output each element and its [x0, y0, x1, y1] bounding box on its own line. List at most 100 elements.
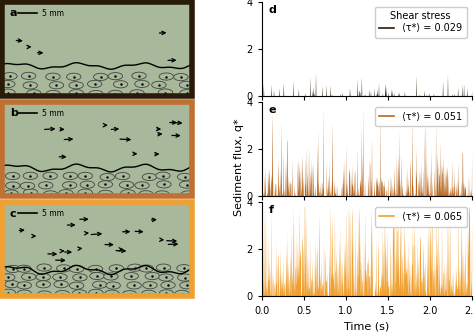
Circle shape [106, 282, 120, 289]
Text: a: a [10, 8, 18, 18]
Circle shape [178, 274, 192, 281]
Circle shape [157, 181, 171, 188]
Circle shape [158, 89, 173, 96]
Circle shape [159, 274, 173, 281]
Circle shape [17, 290, 31, 297]
Circle shape [139, 265, 154, 272]
Circle shape [132, 72, 146, 79]
Circle shape [54, 281, 68, 288]
Circle shape [63, 182, 77, 189]
Circle shape [156, 264, 171, 271]
Circle shape [59, 190, 73, 197]
Circle shape [130, 90, 144, 97]
Circle shape [92, 281, 107, 288]
Circle shape [177, 265, 191, 272]
Circle shape [4, 190, 18, 197]
Circle shape [104, 273, 118, 280]
Circle shape [135, 80, 149, 87]
Circle shape [88, 80, 102, 87]
Text: e: e [268, 105, 276, 115]
Circle shape [98, 190, 113, 197]
Circle shape [23, 82, 37, 89]
Circle shape [78, 172, 92, 180]
Circle shape [78, 189, 92, 196]
Circle shape [6, 265, 20, 273]
Circle shape [142, 290, 156, 297]
Circle shape [90, 272, 104, 279]
Circle shape [3, 72, 17, 80]
Circle shape [159, 290, 173, 297]
Circle shape [69, 89, 83, 97]
Circle shape [6, 182, 20, 189]
Text: 5 mm: 5 mm [42, 109, 64, 118]
Circle shape [139, 191, 153, 198]
Circle shape [72, 290, 87, 297]
Text: c: c [10, 209, 17, 219]
Circle shape [49, 82, 64, 89]
Circle shape [142, 174, 157, 181]
Circle shape [180, 282, 194, 289]
Circle shape [27, 90, 41, 97]
Circle shape [80, 181, 94, 188]
Text: f: f [268, 205, 273, 215]
Circle shape [175, 290, 189, 297]
Legend: ⟨τ*⟩ = 0.051: ⟨τ*⟩ = 0.051 [374, 107, 467, 126]
Circle shape [21, 72, 36, 79]
Circle shape [0, 80, 15, 88]
Circle shape [66, 73, 81, 80]
Circle shape [17, 282, 31, 289]
Circle shape [127, 282, 141, 289]
Circle shape [145, 272, 160, 280]
Circle shape [69, 282, 84, 289]
Circle shape [20, 182, 35, 190]
Circle shape [159, 73, 173, 80]
Circle shape [161, 281, 175, 289]
Circle shape [23, 189, 38, 196]
Circle shape [88, 265, 103, 272]
Circle shape [177, 173, 192, 181]
Circle shape [53, 274, 67, 281]
Circle shape [37, 291, 52, 298]
Circle shape [152, 81, 166, 88]
FancyBboxPatch shape [2, 2, 192, 96]
Legend: ⟨τ*⟩ = 0.065: ⟨τ*⟩ = 0.065 [374, 207, 467, 226]
Text: Sediment flux, q*: Sediment flux, q* [234, 119, 245, 216]
Circle shape [93, 73, 108, 80]
Text: 5 mm: 5 mm [42, 209, 64, 218]
Circle shape [155, 191, 169, 198]
Circle shape [38, 182, 53, 189]
Circle shape [5, 173, 20, 180]
FancyBboxPatch shape [2, 102, 192, 196]
Circle shape [119, 181, 134, 188]
Circle shape [70, 265, 84, 272]
Circle shape [0, 274, 15, 281]
Circle shape [46, 90, 60, 97]
Circle shape [180, 90, 194, 97]
Circle shape [0, 89, 15, 96]
Circle shape [43, 191, 58, 198]
Circle shape [56, 265, 71, 272]
FancyBboxPatch shape [2, 202, 192, 296]
Text: b: b [10, 109, 18, 119]
Circle shape [17, 265, 31, 272]
Text: 5 mm: 5 mm [42, 8, 64, 17]
Circle shape [36, 273, 50, 281]
Circle shape [115, 173, 130, 180]
Circle shape [173, 73, 188, 81]
Circle shape [89, 289, 103, 296]
Circle shape [46, 73, 60, 80]
Circle shape [63, 172, 78, 180]
Circle shape [23, 172, 37, 180]
Circle shape [109, 265, 124, 272]
Circle shape [1, 289, 16, 296]
Circle shape [5, 281, 19, 288]
Circle shape [124, 273, 138, 280]
Circle shape [108, 90, 123, 97]
Circle shape [135, 182, 149, 189]
Circle shape [113, 81, 128, 88]
Circle shape [180, 181, 194, 188]
Circle shape [37, 264, 51, 271]
Circle shape [143, 282, 157, 289]
Circle shape [156, 172, 170, 179]
Circle shape [108, 73, 123, 80]
